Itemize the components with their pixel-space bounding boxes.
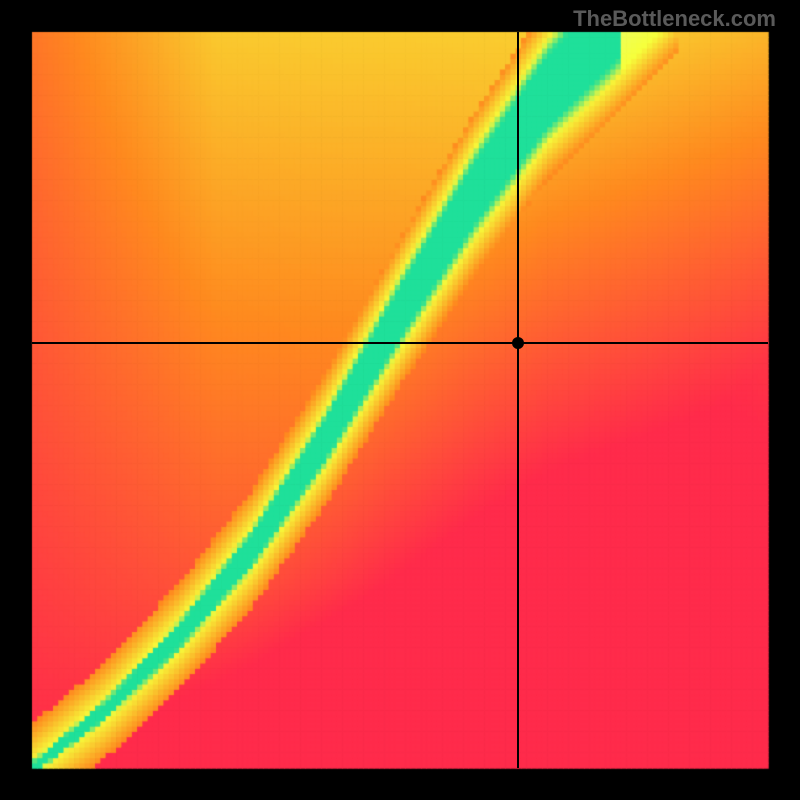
crosshair-vertical	[517, 32, 519, 768]
bottleneck-heatmap	[0, 0, 800, 800]
chart-container: TheBottleneck.com	[0, 0, 800, 800]
watermark-text: TheBottleneck.com	[573, 6, 776, 32]
crosshair-horizontal	[32, 342, 768, 344]
crosshair-marker	[512, 337, 524, 349]
